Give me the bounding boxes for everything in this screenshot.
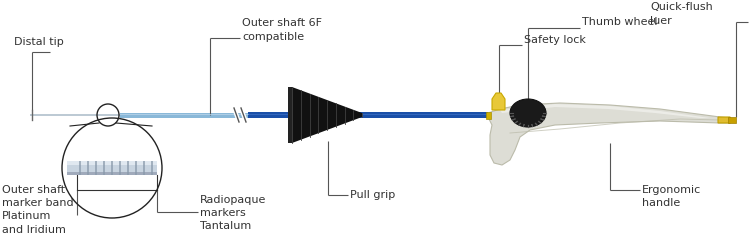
Bar [79, 161, 81, 175]
Bar [111, 161, 113, 175]
Text: Ergonomic
handle: Ergonomic handle [642, 185, 701, 208]
Bar [248, 112, 488, 118]
Bar [288, 87, 293, 143]
Text: Radiopaque
markers
Tantalum: Radiopaque markers Tantalum [200, 195, 266, 231]
Bar [67, 161, 157, 175]
Text: Outer shaft
marker band
Platinum
and Iridium: Outer shaft marker band Platinum and Iri… [2, 185, 74, 235]
Bar [127, 161, 129, 175]
Polygon shape [292, 87, 362, 143]
Bar [67, 172, 157, 175]
Bar [95, 161, 97, 175]
Bar [87, 161, 89, 175]
Polygon shape [488, 103, 730, 165]
Polygon shape [718, 117, 732, 123]
Bar [135, 161, 137, 175]
Text: Pull grip: Pull grip [350, 190, 395, 200]
Text: Distal tip: Distal tip [14, 37, 64, 47]
Polygon shape [492, 93, 505, 110]
Text: Thumb wheel: Thumb wheel [582, 17, 658, 27]
Bar [151, 161, 153, 175]
Bar [119, 161, 121, 175]
Bar [67, 161, 157, 165]
Bar [143, 161, 145, 175]
Bar [103, 161, 105, 175]
Bar [728, 117, 736, 123]
Polygon shape [500, 104, 710, 118]
Bar [486, 111, 491, 119]
Text: Quick-flush
luer: Quick-flush luer [650, 2, 712, 25]
Bar [120, 112, 248, 118]
Text: Outer shaft 6F
compatible: Outer shaft 6F compatible [242, 18, 322, 42]
Ellipse shape [510, 99, 546, 127]
Text: Safety lock: Safety lock [524, 35, 586, 45]
